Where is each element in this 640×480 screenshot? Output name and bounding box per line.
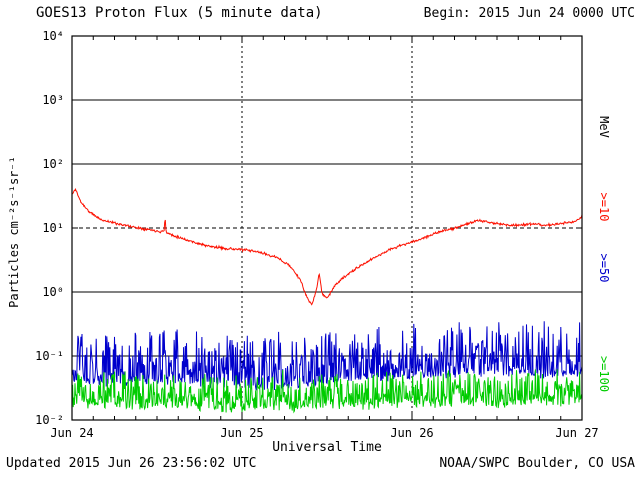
x-tick-label: Jun 27 xyxy=(555,426,599,440)
y-tick-label: 10¹ xyxy=(42,221,64,235)
x-tick-label: Jun 25 xyxy=(220,426,264,440)
x-tick-label: Jun 24 xyxy=(50,426,94,440)
y-tick-label: 10⁴ xyxy=(42,29,64,43)
y-tick-label: 10³ xyxy=(42,93,64,107)
y-tick-label: 10² xyxy=(42,157,64,171)
series-label-ge50: >=50 xyxy=(597,253,611,283)
y-tick-label: 10⁻² xyxy=(35,413,64,427)
series-label-ge10: >=10 xyxy=(597,192,611,222)
begin-timestamp: Begin: 2015 Jun 24 0000 UTC xyxy=(423,6,635,21)
chart-title: GOES13 Proton Flux (5 minute data) xyxy=(36,5,323,21)
x-axis-label: Universal Time xyxy=(272,440,382,455)
series-label-ge100: >=100 xyxy=(597,355,611,393)
y-tick-label: 10⁰ xyxy=(42,285,64,299)
credit-label: NOAA/SWPC Boulder, CO USA xyxy=(439,456,635,471)
y-tick-label: 10⁻¹ xyxy=(35,349,64,363)
y-axis-label: Particles cm⁻²s⁻¹sr⁻¹ xyxy=(7,156,21,308)
mev-unit-label: MeV xyxy=(597,116,611,138)
x-tick-label: Jun 26 xyxy=(390,426,434,440)
updated-timestamp: Updated 2015 Jun 26 23:56:02 UTC xyxy=(6,456,257,471)
